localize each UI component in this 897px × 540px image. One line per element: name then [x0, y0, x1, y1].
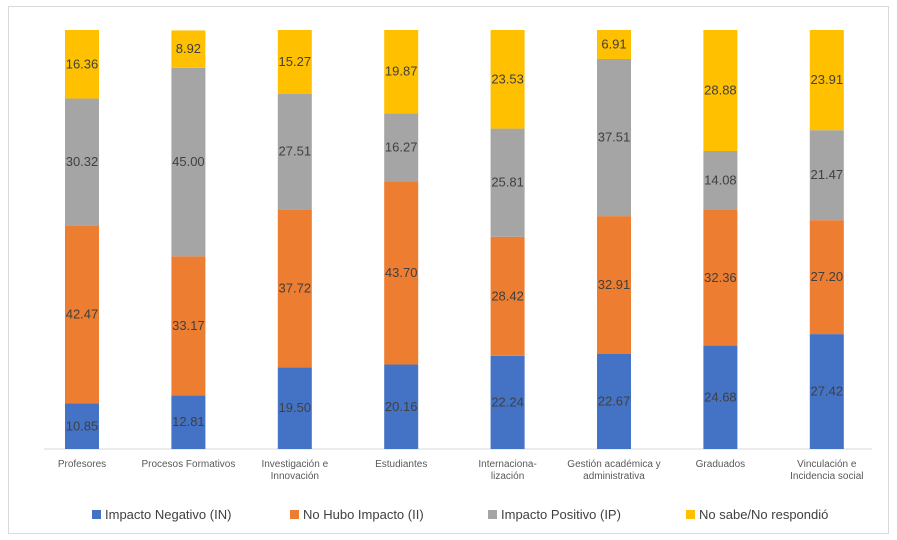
legend-swatch-4	[686, 510, 695, 519]
bar-segment-3-3	[277, 93, 312, 210]
bar-segment-4-3	[384, 113, 419, 182]
value-label: 28.42	[491, 288, 524, 303]
value-label: 23.91	[811, 72, 844, 87]
bar-segment-7-4	[703, 30, 738, 152]
category-label: Gestión académica y administrativa	[567, 459, 660, 482]
value-label: 27.20	[811, 269, 844, 284]
value-label: 27.42	[811, 384, 844, 399]
bar-segment-7-2	[703, 210, 738, 346]
legend-label-4: No sabe/No respondió	[699, 507, 828, 522]
bar-segment-4-1	[384, 364, 419, 449]
value-label: 6.91	[601, 36, 626, 51]
value-label: 8.92	[176, 41, 201, 56]
bar-segment-6-3	[597, 58, 631, 217]
bar-segment-5-4	[490, 30, 525, 129]
value-label: 30.32	[66, 154, 99, 169]
bar-segment-8-1	[809, 334, 844, 449]
value-label: 33.17	[172, 318, 205, 333]
value-label: 25.81	[491, 175, 524, 190]
value-labels-layer: 10.85 42.47 30.32 16.36 12.81 33.17 45.00 8.92 1…	[66, 36, 843, 433]
bars-layer	[65, 30, 844, 449]
value-label: 16.36	[66, 56, 99, 71]
value-label: 42.47	[66, 307, 99, 322]
bar-segment-7-3	[703, 151, 738, 211]
value-label: 32.91	[598, 277, 631, 292]
value-label: 43.70	[385, 265, 418, 280]
value-label: 24.68	[704, 389, 737, 404]
category-label: Profesores	[58, 459, 106, 470]
legend-swatch-3	[488, 510, 497, 519]
value-label: 45.00	[172, 154, 205, 169]
category-labels-layer: Profesores Procesos Formativos Investigaci…	[58, 459, 864, 482]
category-label: Procesos Formativos	[141, 459, 235, 470]
bar-segment-6-2	[597, 216, 631, 355]
value-label: 20.16	[385, 399, 418, 414]
legend-label-3: Impacto Positivo (IP)	[501, 507, 621, 522]
value-label: 19.50	[279, 400, 312, 415]
legend-label-2: No Hubo Impacto (II)	[303, 507, 424, 522]
bar-segment-3-4	[277, 30, 312, 94]
value-label: 22.24	[491, 394, 524, 409]
bar-segment-4-2	[384, 181, 419, 365]
bar-segment-2-3	[171, 67, 206, 257]
category-label: Vinculación e Incidencia social	[790, 459, 863, 482]
value-label: 27.51	[279, 144, 312, 159]
bar-segment-2-1	[171, 395, 206, 449]
bar-segment-6-4	[597, 30, 631, 59]
bar-segment-8-3	[809, 130, 844, 221]
bar-segment-3-1	[277, 367, 312, 449]
bar-segment-5-1	[490, 355, 525, 449]
bar-segment-1-2	[65, 225, 99, 404]
value-label: 32.36	[704, 270, 737, 285]
category-label: Graduados	[696, 459, 745, 470]
legend-label-1: Impacto Negativo (IN)	[105, 507, 231, 522]
bar-segment-4-4	[384, 30, 419, 114]
bar-segment-1-4	[65, 30, 99, 99]
value-label: 10.85	[66, 418, 99, 433]
legend-swatch-1	[92, 510, 101, 519]
category-label: Internaciona-lización	[478, 459, 536, 482]
value-label: 15.27	[279, 54, 312, 69]
bar-segment-5-3	[490, 128, 525, 237]
value-label: 14.08	[704, 173, 737, 188]
value-label: 16.27	[385, 139, 418, 154]
value-label: 28.88	[704, 83, 737, 98]
value-label: 23.53	[491, 71, 524, 86]
legend: Impacto Negativo (IN) No Hubo Impacto (II…	[92, 507, 828, 522]
category-label: Investigación e Innovación	[261, 459, 328, 482]
value-label: 22.67	[598, 394, 631, 409]
bar-segment-3-2	[277, 209, 312, 368]
bar-segment-8-2	[809, 220, 844, 335]
bar-segment-5-2	[490, 236, 525, 356]
value-label: 37.51	[598, 130, 631, 145]
bar-segment-2-4	[171, 30, 206, 68]
legend-swatch-2	[290, 510, 299, 519]
bar-segment-1-1	[65, 403, 99, 449]
chart-frame	[8, 6, 889, 534]
bar-segment-1-3	[65, 98, 99, 226]
category-label: Estudiantes	[375, 459, 427, 470]
bar-segment-8-4	[809, 30, 844, 131]
bar-segment-7-1	[703, 345, 738, 449]
bar-segment-2-2	[171, 256, 206, 396]
value-label: 19.87	[385, 64, 418, 79]
value-label: 37.72	[279, 280, 312, 295]
value-label: 12.81	[172, 414, 205, 429]
value-label: 21.47	[811, 167, 844, 182]
bar-segment-6-1	[597, 354, 631, 449]
